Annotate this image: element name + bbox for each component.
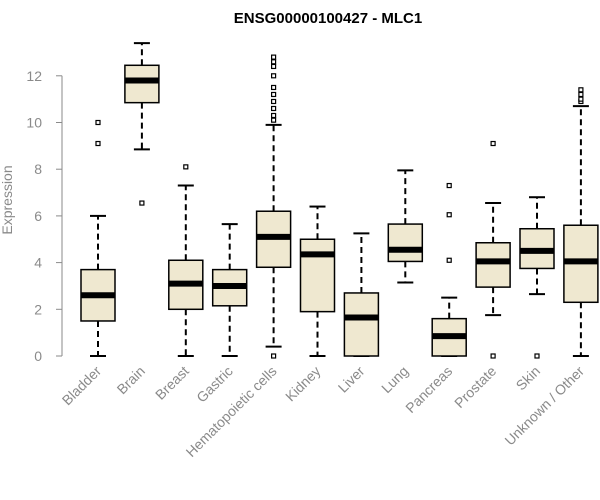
x-tick-label: Liver xyxy=(335,363,368,396)
box-skin xyxy=(519,196,555,359)
iqr-box xyxy=(299,238,336,313)
x-tick-label: Brain xyxy=(114,363,148,397)
box-unknown-other xyxy=(563,87,599,357)
box-prostate xyxy=(475,140,511,359)
outlier-point xyxy=(271,117,277,123)
outlier-point xyxy=(271,59,277,65)
outlier-point xyxy=(446,182,452,189)
outlier-point xyxy=(271,105,277,112)
box-kidney xyxy=(299,205,336,357)
boxes-group xyxy=(80,42,599,359)
chart-title: ENSG00000100427 - MLC1 xyxy=(234,10,422,27)
iqr-box xyxy=(475,242,511,288)
x-tick-label: Unknown / Other xyxy=(501,363,587,449)
x-tick-label: Lung xyxy=(378,363,411,396)
y-axis: 0 2 4 6 8 10 12 xyxy=(26,68,63,364)
outlier-point xyxy=(183,164,189,170)
box-brain xyxy=(124,42,160,206)
y-tick-label: 12 xyxy=(26,68,42,84)
box-hematopoietic-cells xyxy=(255,54,292,359)
outlier-point xyxy=(578,87,584,93)
y-tick-label: 8 xyxy=(34,161,42,177)
outlier-point xyxy=(271,84,277,91)
outlier-point xyxy=(446,212,452,218)
outlier-point xyxy=(578,91,584,98)
outlier-point xyxy=(446,257,452,263)
box-pancreas xyxy=(431,182,467,357)
outlier-point xyxy=(271,73,277,79)
outlier-point xyxy=(271,63,277,70)
outlier-point xyxy=(95,119,101,126)
y-tick-label: 4 xyxy=(34,255,42,271)
x-tick-label: Kidney xyxy=(282,363,324,405)
y-tick-label: 10 xyxy=(26,115,42,131)
x-tick-label: Bladder xyxy=(59,363,105,409)
outlier-point xyxy=(271,98,277,105)
outlier-point xyxy=(271,91,277,98)
box-breast xyxy=(168,164,204,357)
x-tick-label: Prostate xyxy=(451,363,499,411)
iqr-box xyxy=(387,223,424,263)
outlier-point xyxy=(271,54,277,60)
outlier-point xyxy=(490,140,496,147)
outlier-point xyxy=(271,112,277,119)
outlier-point xyxy=(139,200,145,206)
outlier-point xyxy=(578,96,584,102)
outlier-point xyxy=(271,353,277,359)
x-tick-label: Breast xyxy=(152,363,192,403)
iqr-box xyxy=(124,64,160,104)
box-gastric xyxy=(211,223,248,357)
iqr-box xyxy=(343,292,380,357)
outlier-point xyxy=(95,140,101,147)
box-liver xyxy=(343,232,380,357)
box-lung xyxy=(387,169,424,284)
x-tick-label: Gastric xyxy=(193,363,236,406)
y-tick-label: 0 xyxy=(34,348,42,364)
outlier-point xyxy=(534,353,540,359)
y-tick-label: 6 xyxy=(34,208,42,224)
outlier-point xyxy=(490,353,496,359)
x-tick-label: Pancreas xyxy=(402,363,455,416)
x-tick-label: Skin xyxy=(513,363,544,394)
box-bladder xyxy=(80,119,116,357)
y-axis-label: Expression xyxy=(0,165,15,234)
y-tick-label: 2 xyxy=(34,301,42,317)
